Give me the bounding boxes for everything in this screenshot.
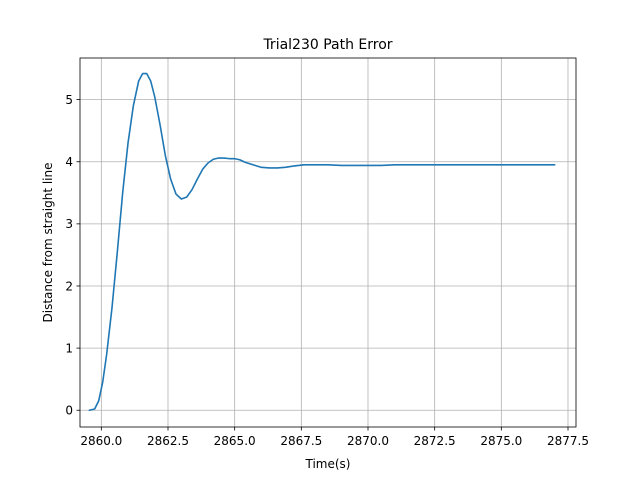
y-tick-label: 0 (65, 404, 73, 418)
series-layer (88, 72, 556, 412)
y-tick-labels: 0 1 2 3 4 5 (65, 93, 73, 418)
plot-frame (79, 57, 577, 428)
x-tick-label: 2865.0 (214, 434, 256, 448)
x-tick-label: 2862.5 (147, 434, 189, 448)
chart-title: Trial230 Path Error (262, 37, 392, 53)
tick-marks (76, 99, 569, 431)
x-tick-label: 2870.0 (347, 434, 389, 448)
y-tick-label: 1 (65, 341, 73, 355)
x-tick-label: 2877.5 (547, 434, 589, 448)
y-axis-label: Distance from straight line (41, 162, 55, 322)
x-tick-label: 2875.0 (480, 434, 522, 448)
y-tick-label: 5 (65, 93, 73, 107)
x-tick-labels: 2860.0 2862.5 2865.0 2867.5 2870.0 2872.5 2875… (80, 434, 589, 448)
y-tick-label: 3 (65, 217, 73, 231)
series-line (88, 72, 556, 412)
x-tick-label: 2867.5 (280, 434, 322, 448)
y-tick-label: 2 (65, 279, 73, 293)
x-axis-label: Time(s) (305, 457, 351, 471)
y-tick-label: 4 (65, 155, 73, 169)
grid-lines (80, 58, 576, 427)
x-tick-label: 2872.5 (414, 434, 456, 448)
x-tick-label: 2860.0 (80, 434, 122, 448)
